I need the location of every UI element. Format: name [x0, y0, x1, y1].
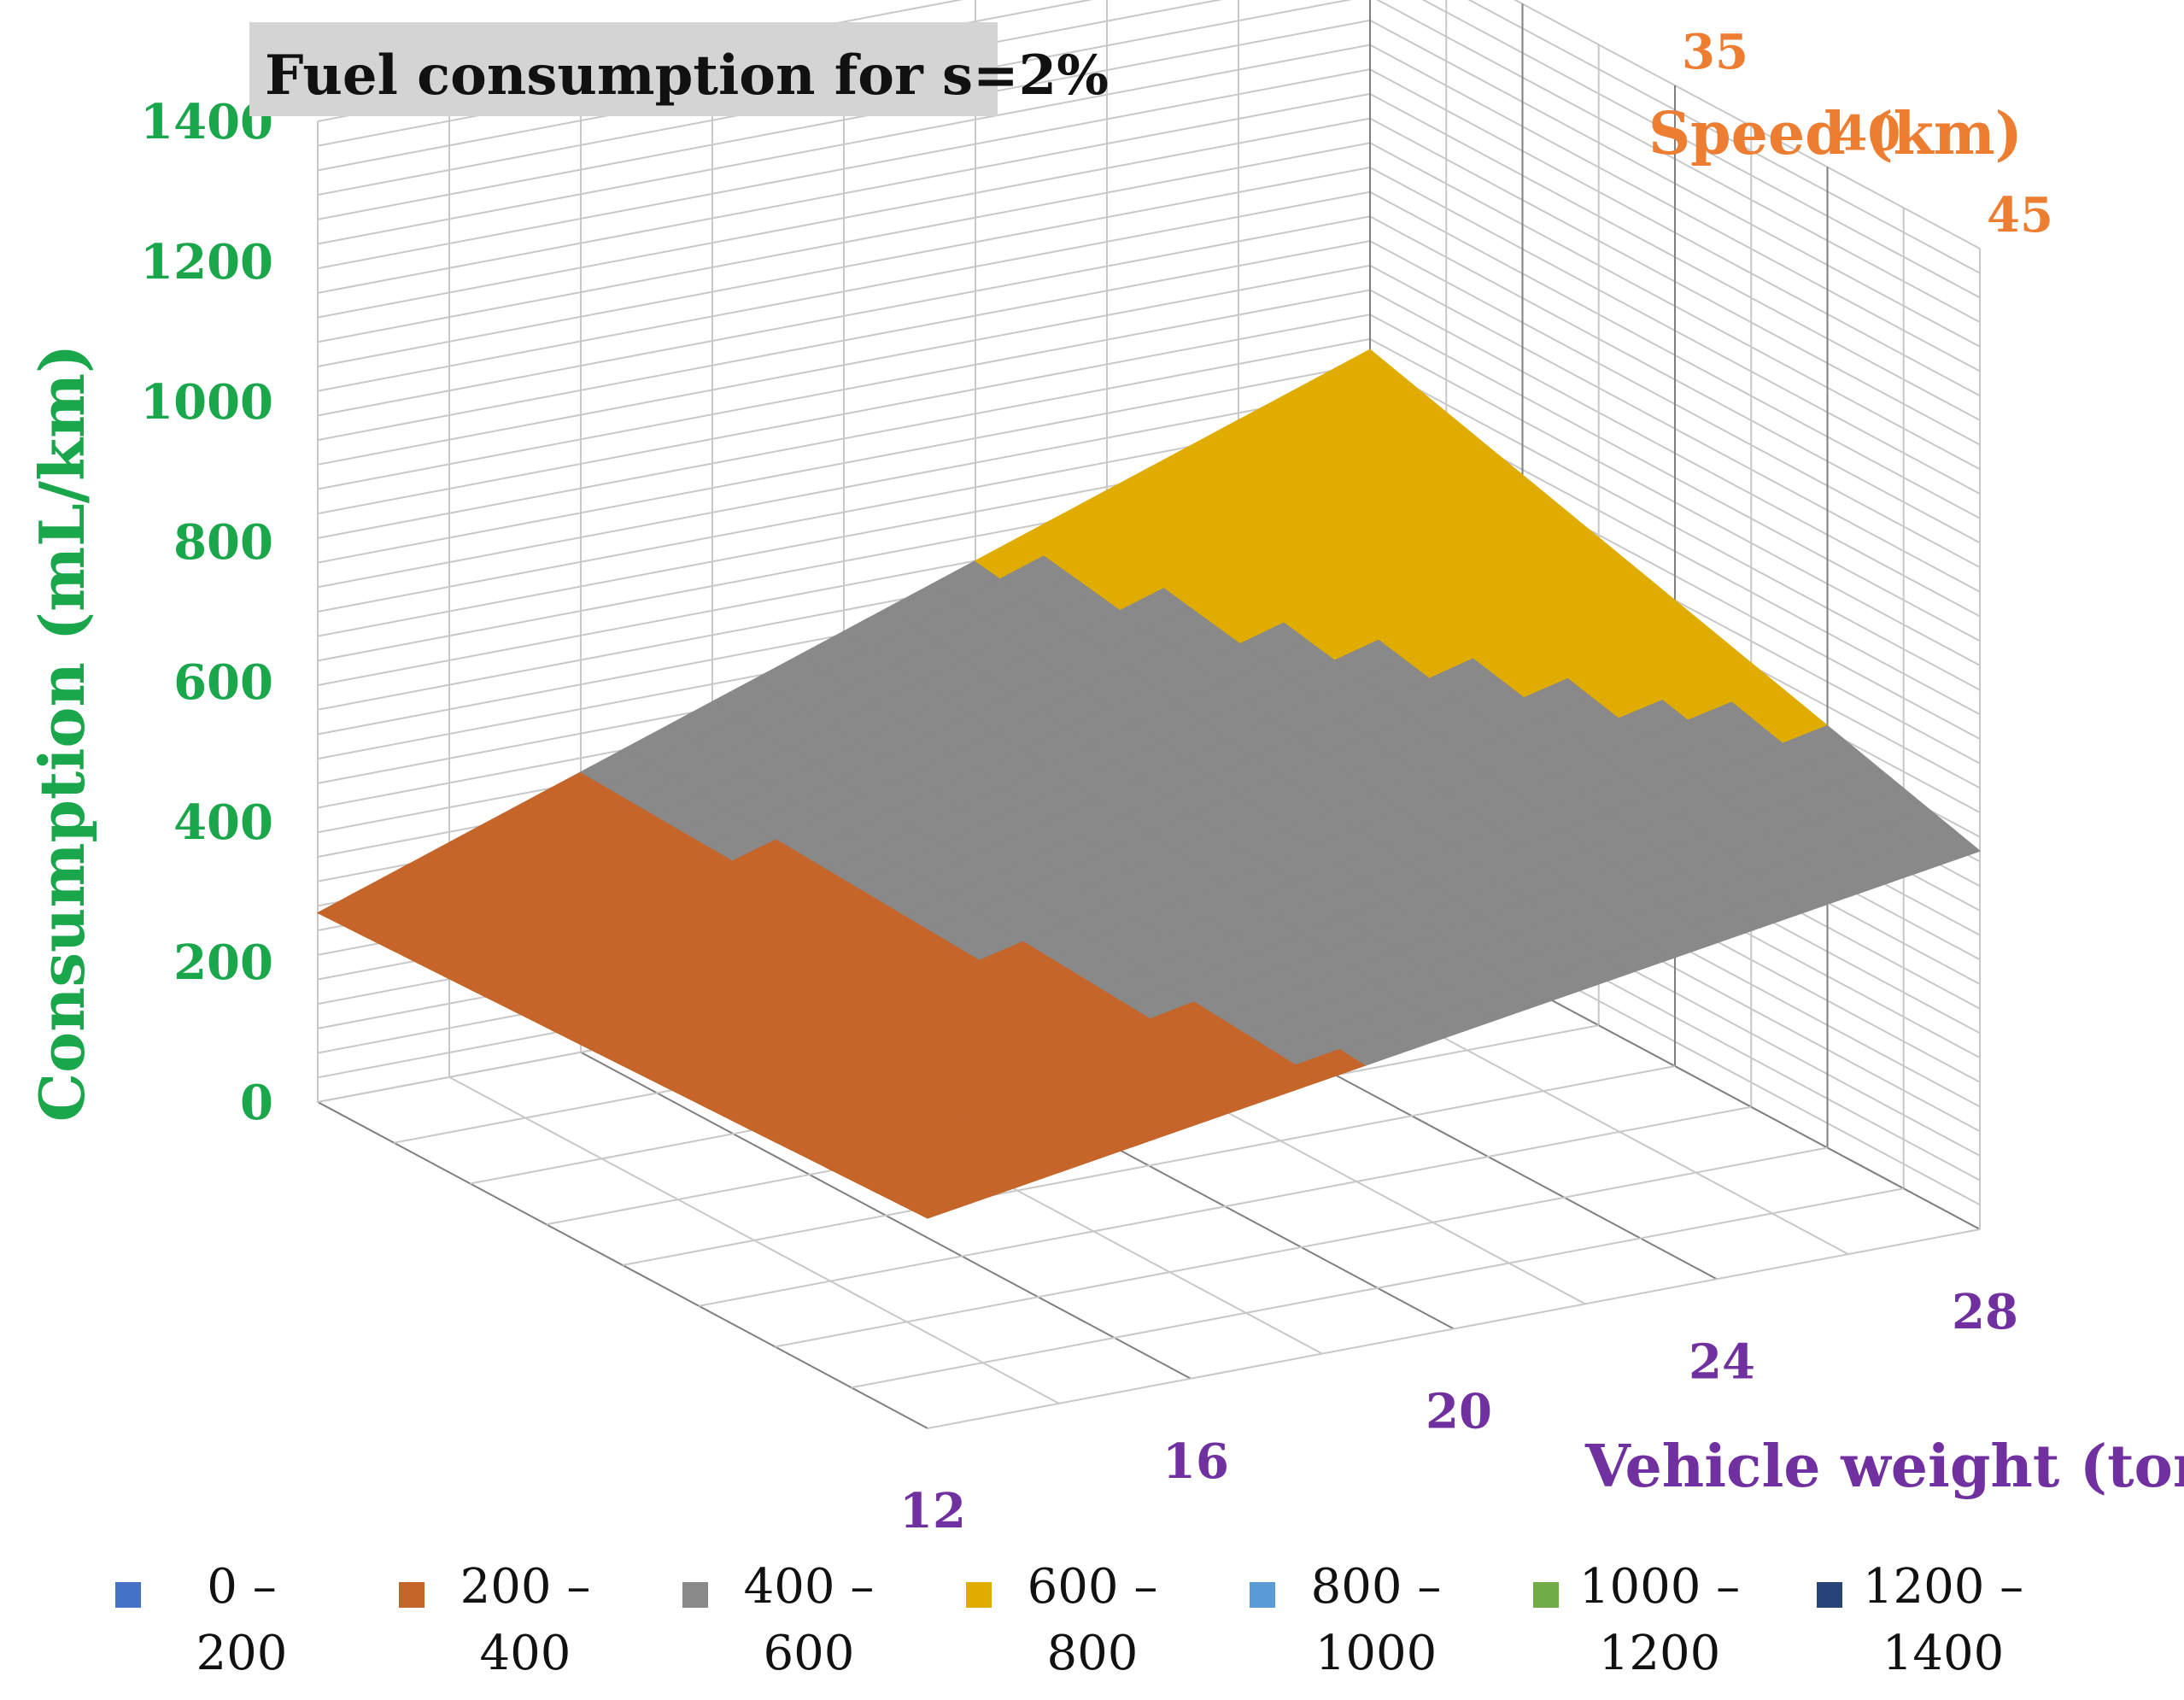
legend-label: 1200 – — [1863, 1559, 2023, 1615]
legend-label: 1000 – — [1579, 1559, 1740, 1615]
legend: 0 – 200 200 – 400 400 – 600 600 – 800 800 – 1000 1… — [115, 1559, 2023, 1681]
z-tick-label: 1200 — [140, 234, 273, 290]
legend-label: 400 — [480, 1626, 571, 1681]
legend-swatch — [115, 1582, 141, 1608]
legend-swatch — [1533, 1582, 1559, 1608]
surface-patch — [1909, 829, 1982, 867]
weight-tick-label: 20 — [1426, 1384, 1492, 1440]
weight-tick-label: 16 — [1162, 1433, 1229, 1490]
z-tick-label: 1000 — [140, 374, 273, 431]
legend-label: 600 — [764, 1626, 855, 1681]
speed-tick-label: 35 — [1682, 24, 1748, 80]
weight-axis-title: Vehicle weight (ton) — [1584, 1433, 2184, 1501]
weight-tick-label: 12 — [899, 1483, 966, 1539]
floor-gridline — [775, 1146, 1828, 1348]
legend-label: 200 – — [460, 1559, 591, 1615]
title-box — [249, 22, 998, 116]
legend-swatch — [1250, 1582, 1275, 1608]
legend-swatch — [1817, 1582, 1842, 1608]
legend-label: 400 – — [744, 1559, 875, 1615]
floor-gridline — [622, 1065, 1676, 1266]
z-tick-label: 200 — [173, 935, 273, 991]
weight-tick-label: 28 — [1952, 1284, 2018, 1340]
speed-tick-label: 45 — [1987, 187, 2053, 243]
z-tick-label: 600 — [173, 654, 273, 711]
legend-label: 1000 — [1315, 1626, 1437, 1681]
speed-axis-title: Speed (km) — [1648, 100, 2023, 168]
legend-label: 600 – — [1028, 1559, 1158, 1615]
tick-labels: 0200400600800100012001400253035404512162… — [140, 24, 2053, 1539]
legend-label: 1400 — [1882, 1626, 2005, 1681]
z-tick-label: 400 — [173, 794, 273, 851]
floor-gridline — [699, 1105, 1752, 1307]
z-tick-label: 800 — [173, 514, 273, 571]
surface — [316, 349, 1982, 1219]
speed-tick-label: 40 — [1835, 106, 1901, 162]
floor-gridline — [851, 1187, 1904, 1389]
weight-tick-label: 24 — [1689, 1334, 1755, 1390]
z-axis-title: Consumption (mL/km) — [26, 344, 98, 1122]
chart-title: Fuel consumption for s=2% — [265, 44, 1109, 108]
legend-label: 1200 — [1599, 1626, 1721, 1681]
z-tick-label: 0 — [240, 1075, 273, 1131]
legend-label: 0 – — [207, 1559, 276, 1615]
legend-label: 800 – — [1311, 1559, 1442, 1615]
legend-label: 800 — [1047, 1626, 1139, 1681]
legend-swatch — [399, 1582, 425, 1608]
legend-swatch — [682, 1582, 708, 1608]
legend-swatch — [966, 1582, 992, 1608]
legend-label: 200 — [196, 1626, 288, 1681]
floor-gridline — [927, 1228, 1981, 1429]
